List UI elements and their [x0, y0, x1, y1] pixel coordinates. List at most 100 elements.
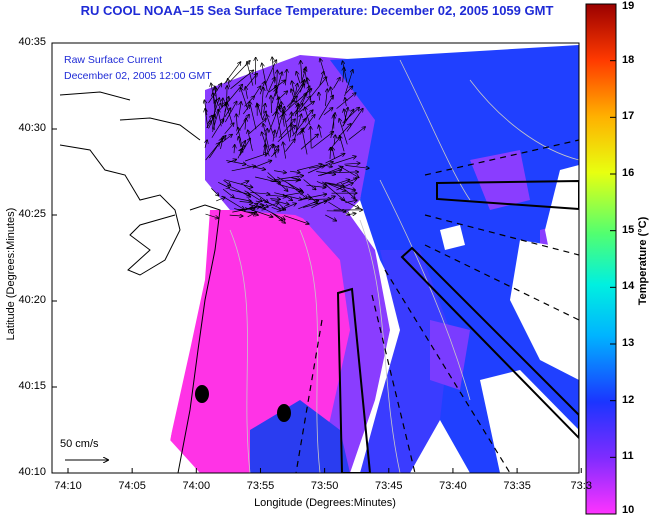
current-vector — [288, 84, 305, 108]
current-vector — [273, 176, 303, 181]
current-vector — [289, 171, 300, 172]
current-vector — [344, 163, 359, 164]
current-vector — [319, 93, 320, 101]
colorbar-tick-label: 18 — [622, 53, 635, 66]
current-vector — [300, 93, 307, 103]
current-vector — [336, 93, 356, 109]
current-vector — [248, 119, 266, 135]
current-vector — [260, 88, 263, 116]
x-tick-label: 73:3 — [570, 480, 592, 492]
x-axis-title: Longitude (Degrees:Minutes) — [254, 497, 396, 509]
current-vector — [205, 109, 209, 128]
colorbar-tick-label: 17 — [622, 110, 635, 123]
current-vector — [296, 84, 298, 94]
current-vector — [254, 161, 272, 168]
current-vector — [336, 180, 350, 185]
current-vector — [213, 93, 216, 112]
current-vector — [239, 102, 241, 116]
current-vector — [330, 87, 332, 100]
x-tick-label: 73:40 — [439, 480, 467, 492]
current-vector — [244, 153, 267, 162]
current-vector — [322, 181, 344, 201]
current-vector — [237, 149, 243, 159]
current-vector — [278, 119, 295, 139]
current-vector — [277, 91, 288, 101]
current-vector — [205, 213, 219, 218]
current-vector — [274, 72, 282, 97]
current-vector — [338, 124, 351, 137]
current-vector — [320, 59, 329, 87]
current-vector — [243, 105, 250, 115]
current-vector — [216, 197, 225, 202]
current-vector — [301, 61, 302, 83]
y-tick-label: 40:15 — [18, 380, 46, 392]
current-vector — [319, 125, 322, 138]
current-vector — [238, 137, 242, 148]
current-vector — [342, 108, 360, 124]
current-vector — [334, 135, 335, 145]
current-vector — [279, 101, 296, 118]
current-vector — [224, 179, 252, 188]
current-vector — [311, 132, 334, 149]
overlay-line-2: December 02, 2005 12:00 GMT — [64, 70, 212, 82]
current-vector — [345, 200, 357, 202]
current-vector — [274, 213, 282, 221]
current-vector — [328, 201, 349, 215]
colorbar-tick-label: 16 — [622, 167, 635, 179]
current-vector — [273, 146, 278, 155]
current-vector — [325, 214, 336, 221]
x-tick-label: 74:00 — [182, 480, 211, 492]
current-vector — [307, 193, 317, 203]
current-vector — [307, 162, 333, 174]
colorbar-tick-label: 12 — [622, 393, 635, 406]
current-vector — [267, 176, 276, 182]
current-vector — [294, 105, 298, 117]
current-vector — [271, 206, 281, 210]
x-tick-label: 73:55 — [246, 480, 275, 492]
current-vector — [345, 98, 346, 107]
scale-label: 50 cm/s — [60, 438, 99, 450]
colorbar-tick-label: 19 — [622, 0, 635, 12]
current-vector — [339, 119, 348, 145]
current-vector — [297, 164, 322, 171]
colorbar-tick-label: 14 — [622, 280, 635, 293]
colorbar-tick-label: 10 — [622, 504, 635, 516]
current-vector — [238, 146, 246, 152]
current-vector — [343, 61, 348, 83]
current-vector — [328, 137, 340, 151]
current-vector — [316, 171, 335, 175]
current-vector — [296, 72, 301, 84]
current-vector — [229, 215, 243, 216]
current-vector — [292, 119, 306, 137]
current-vector — [285, 139, 295, 152]
current-vector — [243, 204, 258, 212]
current-vector — [245, 118, 246, 130]
current-vector — [282, 192, 304, 197]
colorbar-title: Temperature (°C) — [637, 216, 649, 306]
current-vector — [241, 88, 249, 110]
current-vector — [212, 103, 221, 132]
current-vector — [222, 98, 223, 108]
current-vector — [246, 165, 265, 170]
current-vector — [271, 89, 276, 104]
y-tick-label: 40:20 — [18, 294, 46, 306]
current-vector — [263, 129, 268, 155]
current-vector — [223, 85, 242, 107]
current-vector — [311, 196, 335, 209]
current-vector — [343, 108, 349, 126]
current-vector — [291, 123, 293, 134]
current-vector — [270, 199, 280, 200]
y-tick-label: 40:25 — [18, 208, 46, 220]
current-vector — [236, 114, 237, 130]
current-vector — [224, 108, 231, 118]
current-vector — [275, 86, 281, 113]
current-vector — [279, 203, 286, 210]
current-vector — [325, 89, 327, 107]
current-vector — [302, 130, 308, 155]
current-vector — [306, 184, 325, 187]
current-vector — [247, 62, 254, 86]
current-vector — [262, 111, 266, 119]
current-vector — [316, 181, 327, 185]
station-marker-1 — [195, 385, 209, 403]
current-vector — [298, 102, 314, 113]
